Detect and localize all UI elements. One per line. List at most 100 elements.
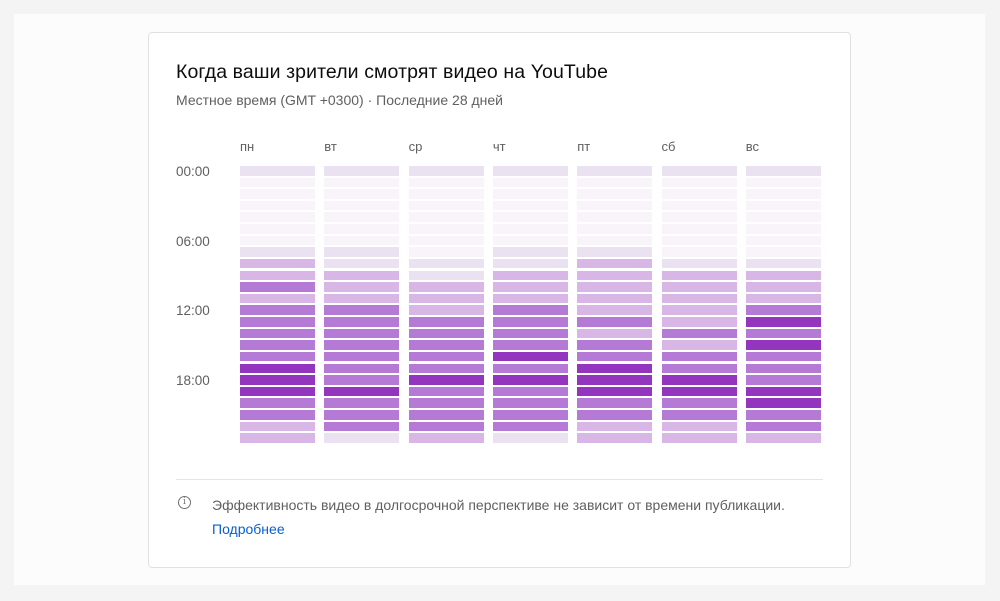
heatmap-cell[interactable] <box>408 293 484 304</box>
heatmap-cell[interactable] <box>577 200 653 211</box>
heatmap-cell[interactable] <box>661 375 737 385</box>
heatmap-cell[interactable] <box>408 166 484 176</box>
heatmap-cell[interactable] <box>408 317 484 327</box>
heatmap-cell[interactable] <box>240 386 315 397</box>
heatmap-cell[interactable] <box>661 247 737 257</box>
heatmap-cell[interactable] <box>745 258 821 269</box>
heatmap-cell[interactable] <box>661 328 737 339</box>
heatmap-cell[interactable] <box>240 200 315 211</box>
heatmap-cell[interactable] <box>492 386 568 397</box>
heatmap-cell[interactable] <box>324 270 400 281</box>
heatmap-cell[interactable] <box>745 363 821 374</box>
heatmap-cell[interactable] <box>240 433 315 443</box>
heatmap-cell[interactable] <box>240 258 315 269</box>
heatmap-cell[interactable] <box>324 282 400 292</box>
heatmap-cell[interactable] <box>577 305 653 315</box>
heatmap-cell[interactable] <box>408 247 484 257</box>
heatmap-cell[interactable] <box>661 398 737 408</box>
heatmap-cell[interactable] <box>408 363 484 374</box>
heatmap-cell[interactable] <box>661 386 737 397</box>
heatmap-cell[interactable] <box>661 166 737 176</box>
heatmap-cell[interactable] <box>240 421 315 432</box>
heatmap-cell[interactable] <box>577 351 653 362</box>
heatmap-cell[interactable] <box>408 189 484 199</box>
heatmap-cell[interactable] <box>661 421 737 432</box>
heatmap-cell[interactable] <box>240 375 315 385</box>
heatmap-cell[interactable] <box>408 224 484 234</box>
heatmap-cell[interactable] <box>492 317 568 327</box>
heatmap-cell[interactable] <box>661 200 737 211</box>
heatmap-cell[interactable] <box>408 351 484 362</box>
heatmap-cell[interactable] <box>408 305 484 315</box>
heatmap-cell[interactable] <box>661 351 737 362</box>
heatmap-cell[interactable] <box>661 317 737 327</box>
heatmap-cell[interactable] <box>324 328 400 339</box>
heatmap-cell[interactable] <box>324 398 400 408</box>
heatmap-cell[interactable] <box>240 340 315 350</box>
heatmap-cell[interactable] <box>324 189 400 199</box>
heatmap-cell[interactable] <box>661 189 737 199</box>
heatmap-cell[interactable] <box>408 421 484 432</box>
heatmap-cell[interactable] <box>745 433 821 443</box>
heatmap-cell[interactable] <box>745 212 821 222</box>
heatmap-cell[interactable] <box>577 340 653 350</box>
heatmap-cell[interactable] <box>324 305 400 315</box>
heatmap-cell[interactable] <box>324 247 400 257</box>
heatmap-cell[interactable] <box>240 410 315 420</box>
heatmap-cell[interactable] <box>661 410 737 420</box>
heatmap-cell[interactable] <box>745 293 821 304</box>
heatmap-cell[interactable] <box>240 224 315 234</box>
heatmap-cell[interactable] <box>577 363 653 374</box>
heatmap-cell[interactable] <box>408 235 484 246</box>
heatmap-cell[interactable] <box>240 328 315 339</box>
heatmap-cell[interactable] <box>492 410 568 420</box>
heatmap-cell[interactable] <box>577 235 653 246</box>
heatmap-cell[interactable] <box>492 363 568 374</box>
heatmap-cell[interactable] <box>661 282 737 292</box>
heatmap-cell[interactable] <box>240 305 315 315</box>
heatmap-cell[interactable] <box>408 258 484 269</box>
heatmap-cell[interactable] <box>408 386 484 397</box>
heatmap-cell[interactable] <box>577 177 653 188</box>
heatmap-cell[interactable] <box>240 398 315 408</box>
heatmap-cell[interactable] <box>408 282 484 292</box>
heatmap-cell[interactable] <box>492 328 568 339</box>
heatmap-cell[interactable] <box>492 351 568 362</box>
heatmap-cell[interactable] <box>240 282 315 292</box>
heatmap-cell[interactable] <box>324 375 400 385</box>
heatmap-cell[interactable] <box>577 166 653 176</box>
heatmap-cell[interactable] <box>577 247 653 257</box>
heatmap-cell[interactable] <box>577 386 653 397</box>
heatmap-cell[interactable] <box>324 351 400 362</box>
heatmap-cell[interactable] <box>745 282 821 292</box>
heatmap-cell[interactable] <box>492 398 568 408</box>
heatmap-cell[interactable] <box>492 212 568 222</box>
heatmap-cell[interactable] <box>745 189 821 199</box>
heatmap-cell[interactable] <box>577 282 653 292</box>
heatmap-cell[interactable] <box>661 258 737 269</box>
heatmap-cell[interactable] <box>577 270 653 281</box>
heatmap-cell[interactable] <box>240 189 315 199</box>
heatmap-cell[interactable] <box>745 375 821 385</box>
heatmap-cell[interactable] <box>745 317 821 327</box>
heatmap-cell[interactable] <box>240 235 315 246</box>
heatmap-cell[interactable] <box>492 340 568 350</box>
heatmap-cell[interactable] <box>661 235 737 246</box>
heatmap-cell[interactable] <box>408 340 484 350</box>
heatmap-cell[interactable] <box>577 421 653 432</box>
heatmap-cell[interactable] <box>745 410 821 420</box>
heatmap-cell[interactable] <box>324 200 400 211</box>
heatmap-cell[interactable] <box>577 410 653 420</box>
heatmap-cell[interactable] <box>240 317 315 327</box>
heatmap-cell[interactable] <box>577 398 653 408</box>
heatmap-cell[interactable] <box>324 177 400 188</box>
heatmap-cell[interactable] <box>577 224 653 234</box>
heatmap-cell[interactable] <box>661 433 737 443</box>
heatmap-cell[interactable] <box>324 224 400 234</box>
heatmap-cell[interactable] <box>324 410 400 420</box>
heatmap-cell[interactable] <box>324 317 400 327</box>
heatmap-cell[interactable] <box>492 247 568 257</box>
heatmap-cell[interactable] <box>661 293 737 304</box>
heatmap-cell[interactable] <box>577 293 653 304</box>
heatmap-cell[interactable] <box>492 293 568 304</box>
